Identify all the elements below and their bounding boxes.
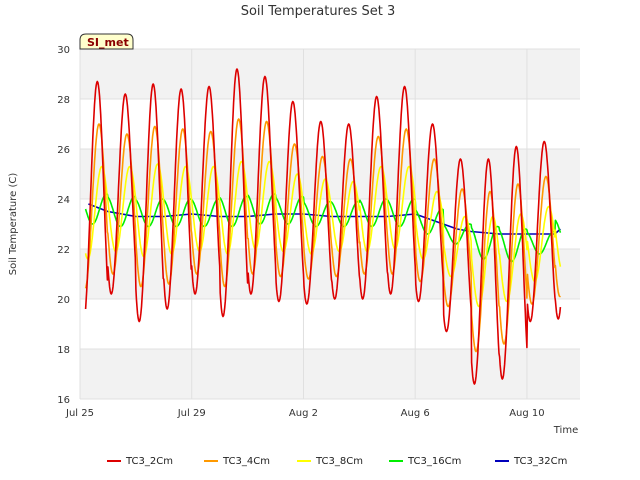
series-line-tc3-2cm bbox=[84, 68, 562, 385]
legend: TC3_2Cm TC3_4Cm TC3_8Cm TC3_16Cm TC3_32Cm bbox=[107, 456, 567, 467]
badge-label: SI_met bbox=[87, 36, 129, 49]
x-tick-label: Aug 6 bbox=[401, 408, 430, 419]
legend-item-tc3-32cm: TC3_32Cm bbox=[495, 456, 567, 467]
x-tick-label: Jul 29 bbox=[177, 408, 206, 419]
legend-label: TC3_4Cm bbox=[222, 456, 270, 467]
x-axis-ticks: Jul 25 Jul 29 Aug 2 Aug 6 Aug 10 bbox=[65, 408, 545, 419]
x-tick-label: Aug 10 bbox=[509, 408, 544, 419]
station-badge: SI_met bbox=[79, 33, 134, 50]
y-tick-label: 26 bbox=[57, 145, 70, 156]
y-tick-label: 20 bbox=[57, 295, 70, 306]
plot-background bbox=[80, 49, 580, 399]
y-tick-label: 28 bbox=[57, 95, 70, 106]
x-tick-label: Jul 25 bbox=[65, 408, 94, 419]
legend-item-tc3-16cm: TC3_16Cm bbox=[389, 456, 461, 467]
legend-label: TC3_16Cm bbox=[407, 456, 461, 467]
plot-band bbox=[80, 349, 580, 399]
y-axis-ticks: 16 18 20 22 24 26 28 30 bbox=[57, 45, 70, 406]
y-tick-label: 22 bbox=[57, 245, 70, 256]
legend-label: TC3_8Cm bbox=[315, 456, 363, 467]
legend-label: TC3_32Cm bbox=[513, 456, 567, 467]
badge-box bbox=[79, 33, 134, 50]
chart-title: Soil Temperatures Set 3 bbox=[241, 4, 396, 19]
legend-label: TC3_2Cm bbox=[125, 456, 173, 467]
legend-item-tc3-2cm: TC3_2Cm bbox=[107, 456, 173, 467]
x-tick-label: Aug 2 bbox=[289, 408, 318, 419]
plot-band bbox=[80, 49, 580, 99]
legend-item-tc3-8cm: TC3_8Cm bbox=[297, 456, 363, 467]
y-tick-label: 18 bbox=[57, 345, 70, 356]
grid-lines bbox=[79, 48, 580, 400]
y-tick-label: 30 bbox=[57, 45, 70, 56]
x-axis-label: Time bbox=[553, 425, 578, 436]
legend-item-tc3-4cm: TC3_4Cm bbox=[204, 456, 270, 467]
y-tick-label: 24 bbox=[57, 195, 70, 206]
series-line-tc3-4cm bbox=[84, 118, 561, 353]
data-series bbox=[84, 68, 562, 385]
y-tick-label: 16 bbox=[57, 395, 70, 406]
y-axis-label: Soil Temperature (C) bbox=[8, 173, 19, 276]
